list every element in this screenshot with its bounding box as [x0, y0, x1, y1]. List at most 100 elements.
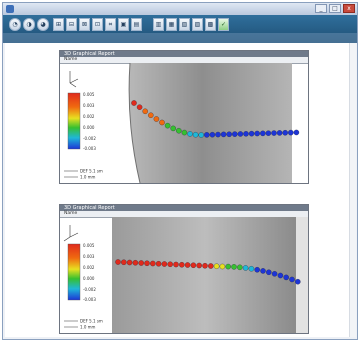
cylinder-surface	[112, 217, 298, 333]
deviation-point	[237, 131, 244, 137]
tool-button-3[interactable]: ⊠	[79, 18, 90, 31]
deviation-point	[181, 129, 188, 136]
app-window: _ □ x ◔ ◑ ◕ ⊞ ⊟ ⊠ ⊡ ⌗ ▣ ▤ ▥ ▦ ▧ ▨ ▩ ✓	[2, 2, 358, 340]
deviation-point	[148, 112, 154, 118]
deviation-point	[254, 266, 260, 273]
toolbar: ◔ ◑ ◕ ⊞ ⊟ ⊠ ⊡ ⌗ ▣ ▤ ▥ ▦ ▧ ▨ ▩ ✓	[3, 15, 357, 43]
legend-label: -0.003	[83, 146, 96, 151]
deviation-point	[190, 262, 197, 269]
tool-button-2[interactable]: ⊟	[66, 18, 77, 31]
deviation-point	[131, 100, 137, 106]
deviation-point	[271, 271, 278, 277]
report-plot[interactable]: 0.005 0.003 0.002 0.000 -0.002 -0.003 DE…	[60, 217, 308, 333]
legend-label: -0.002	[83, 287, 96, 292]
deviation-point	[121, 259, 127, 266]
pan-view-icon[interactable]: ◑	[23, 18, 35, 31]
axis-triad	[63, 225, 79, 242]
legend-label: 0.000	[83, 276, 95, 281]
legend-label: 0.002	[83, 265, 95, 270]
vertical-scrollbar[interactable]	[349, 43, 356, 337]
maximize-button[interactable]: □	[329, 4, 341, 13]
deviation-point	[232, 131, 238, 137]
deviation-point	[153, 116, 160, 122]
layout-button-3[interactable]: ▧	[179, 18, 190, 31]
report-header: 3D Graphical Report	[60, 205, 308, 211]
deviation-point	[220, 131, 227, 138]
deviation-point	[242, 265, 249, 271]
deviation-point	[226, 131, 232, 138]
color-legend-bar	[67, 92, 81, 150]
deviation-point	[265, 130, 272, 136]
deviation-point	[144, 260, 150, 267]
tool-button-1[interactable]: ⊞	[53, 18, 64, 31]
cylinder-surface	[129, 63, 292, 183]
footer-note: 1.0 mm	[80, 175, 96, 180]
toolbar-layout-group: ▥ ▦ ▧ ▨ ▩ ✓	[153, 18, 229, 31]
deviation-point	[231, 264, 237, 270]
deviation-point	[155, 261, 162, 267]
layout-button-1[interactable]: ▥	[153, 18, 164, 31]
tool-button-7[interactable]: ▤	[131, 18, 142, 31]
zoom-view-icon[interactable]: ◕	[37, 18, 49, 31]
legend-label: 0.003	[83, 103, 95, 108]
deviation-point	[289, 276, 295, 283]
tool-button-6[interactable]: ▣	[118, 18, 129, 31]
minimize-button[interactable]: _	[315, 4, 327, 13]
color-legend-bar	[67, 243, 81, 301]
deviation-point	[202, 263, 208, 269]
deviation-point	[167, 261, 173, 268]
rotate-view-icon[interactable]: ◔	[9, 18, 21, 31]
deviation-point	[187, 131, 193, 137]
cylinder-background	[296, 217, 308, 333]
deviation-point	[159, 119, 165, 126]
axis-triad	[69, 71, 79, 88]
surface-plot-svg: 0.005 0.003 0.002 0.000 -0.002 -0.003 DE…	[64, 63, 300, 183]
deviation-point	[150, 260, 156, 267]
deviation-point	[254, 130, 260, 137]
toolbar-view-group: ◔ ◑ ◕	[9, 18, 49, 31]
layout-button-2[interactable]: ▦	[166, 18, 177, 31]
surface-plot-svg: 0.005 0.003 0.002 0.000 -0.002 -0.003 DE…	[63, 217, 308, 333]
deviation-point	[213, 263, 220, 270]
workspace: 3D Graphical Report Name	[5, 43, 356, 337]
window-controls: _ □ x	[315, 4, 355, 13]
deviation-point	[260, 268, 266, 274]
footer-note: DEF 5.1 sm	[80, 319, 103, 324]
footer-note: DEF 5.1 sm	[80, 169, 103, 174]
report-name-label: Name	[64, 57, 78, 62]
report-plot[interactable]: 0.005 0.003 0.002 0.000 -0.002 -0.003 DE…	[60, 63, 308, 183]
check-icon[interactable]: ✓	[218, 18, 229, 31]
deviation-point	[277, 272, 284, 279]
deviation-point	[142, 108, 148, 115]
layout-button-4[interactable]: ▨	[192, 18, 203, 31]
footer-note: 1.0 mm	[80, 325, 96, 330]
deviation-point	[115, 259, 121, 265]
legend-label: 0.005	[83, 243, 95, 248]
deviation-point	[260, 130, 266, 137]
deviation-point	[138, 260, 144, 266]
legend-label: 0.002	[83, 114, 95, 119]
tool-button-5[interactable]: ⌗	[105, 18, 116, 31]
deviation-point	[204, 132, 210, 138]
tool-button-4[interactable]: ⊡	[92, 18, 103, 31]
toolbar-tools-group: ⊞ ⊟ ⊠ ⊡ ⌗ ▣ ▤	[53, 18, 142, 31]
deviation-point	[276, 130, 283, 136]
layout-button-5[interactable]: ▩	[205, 18, 216, 31]
deviation-point	[132, 260, 139, 266]
legend-label: 0.003	[83, 254, 95, 259]
deviation-point	[282, 130, 288, 136]
cylinder-edge	[128, 63, 141, 183]
deviation-point	[225, 263, 231, 270]
legend-label: 0.005	[83, 92, 95, 97]
report-header: 3D Graphical Report	[60, 51, 308, 57]
deviation-point	[237, 264, 243, 271]
legend-label: 0.000	[83, 125, 95, 130]
deviation-point	[176, 127, 182, 134]
deviation-point	[192, 131, 199, 138]
deviation-point	[161, 261, 168, 267]
legend-label: -0.002	[83, 136, 96, 141]
deviation-point	[164, 122, 171, 129]
deviation-point	[208, 263, 214, 269]
deviation-point	[173, 261, 179, 268]
close-button[interactable]: x	[343, 4, 355, 13]
